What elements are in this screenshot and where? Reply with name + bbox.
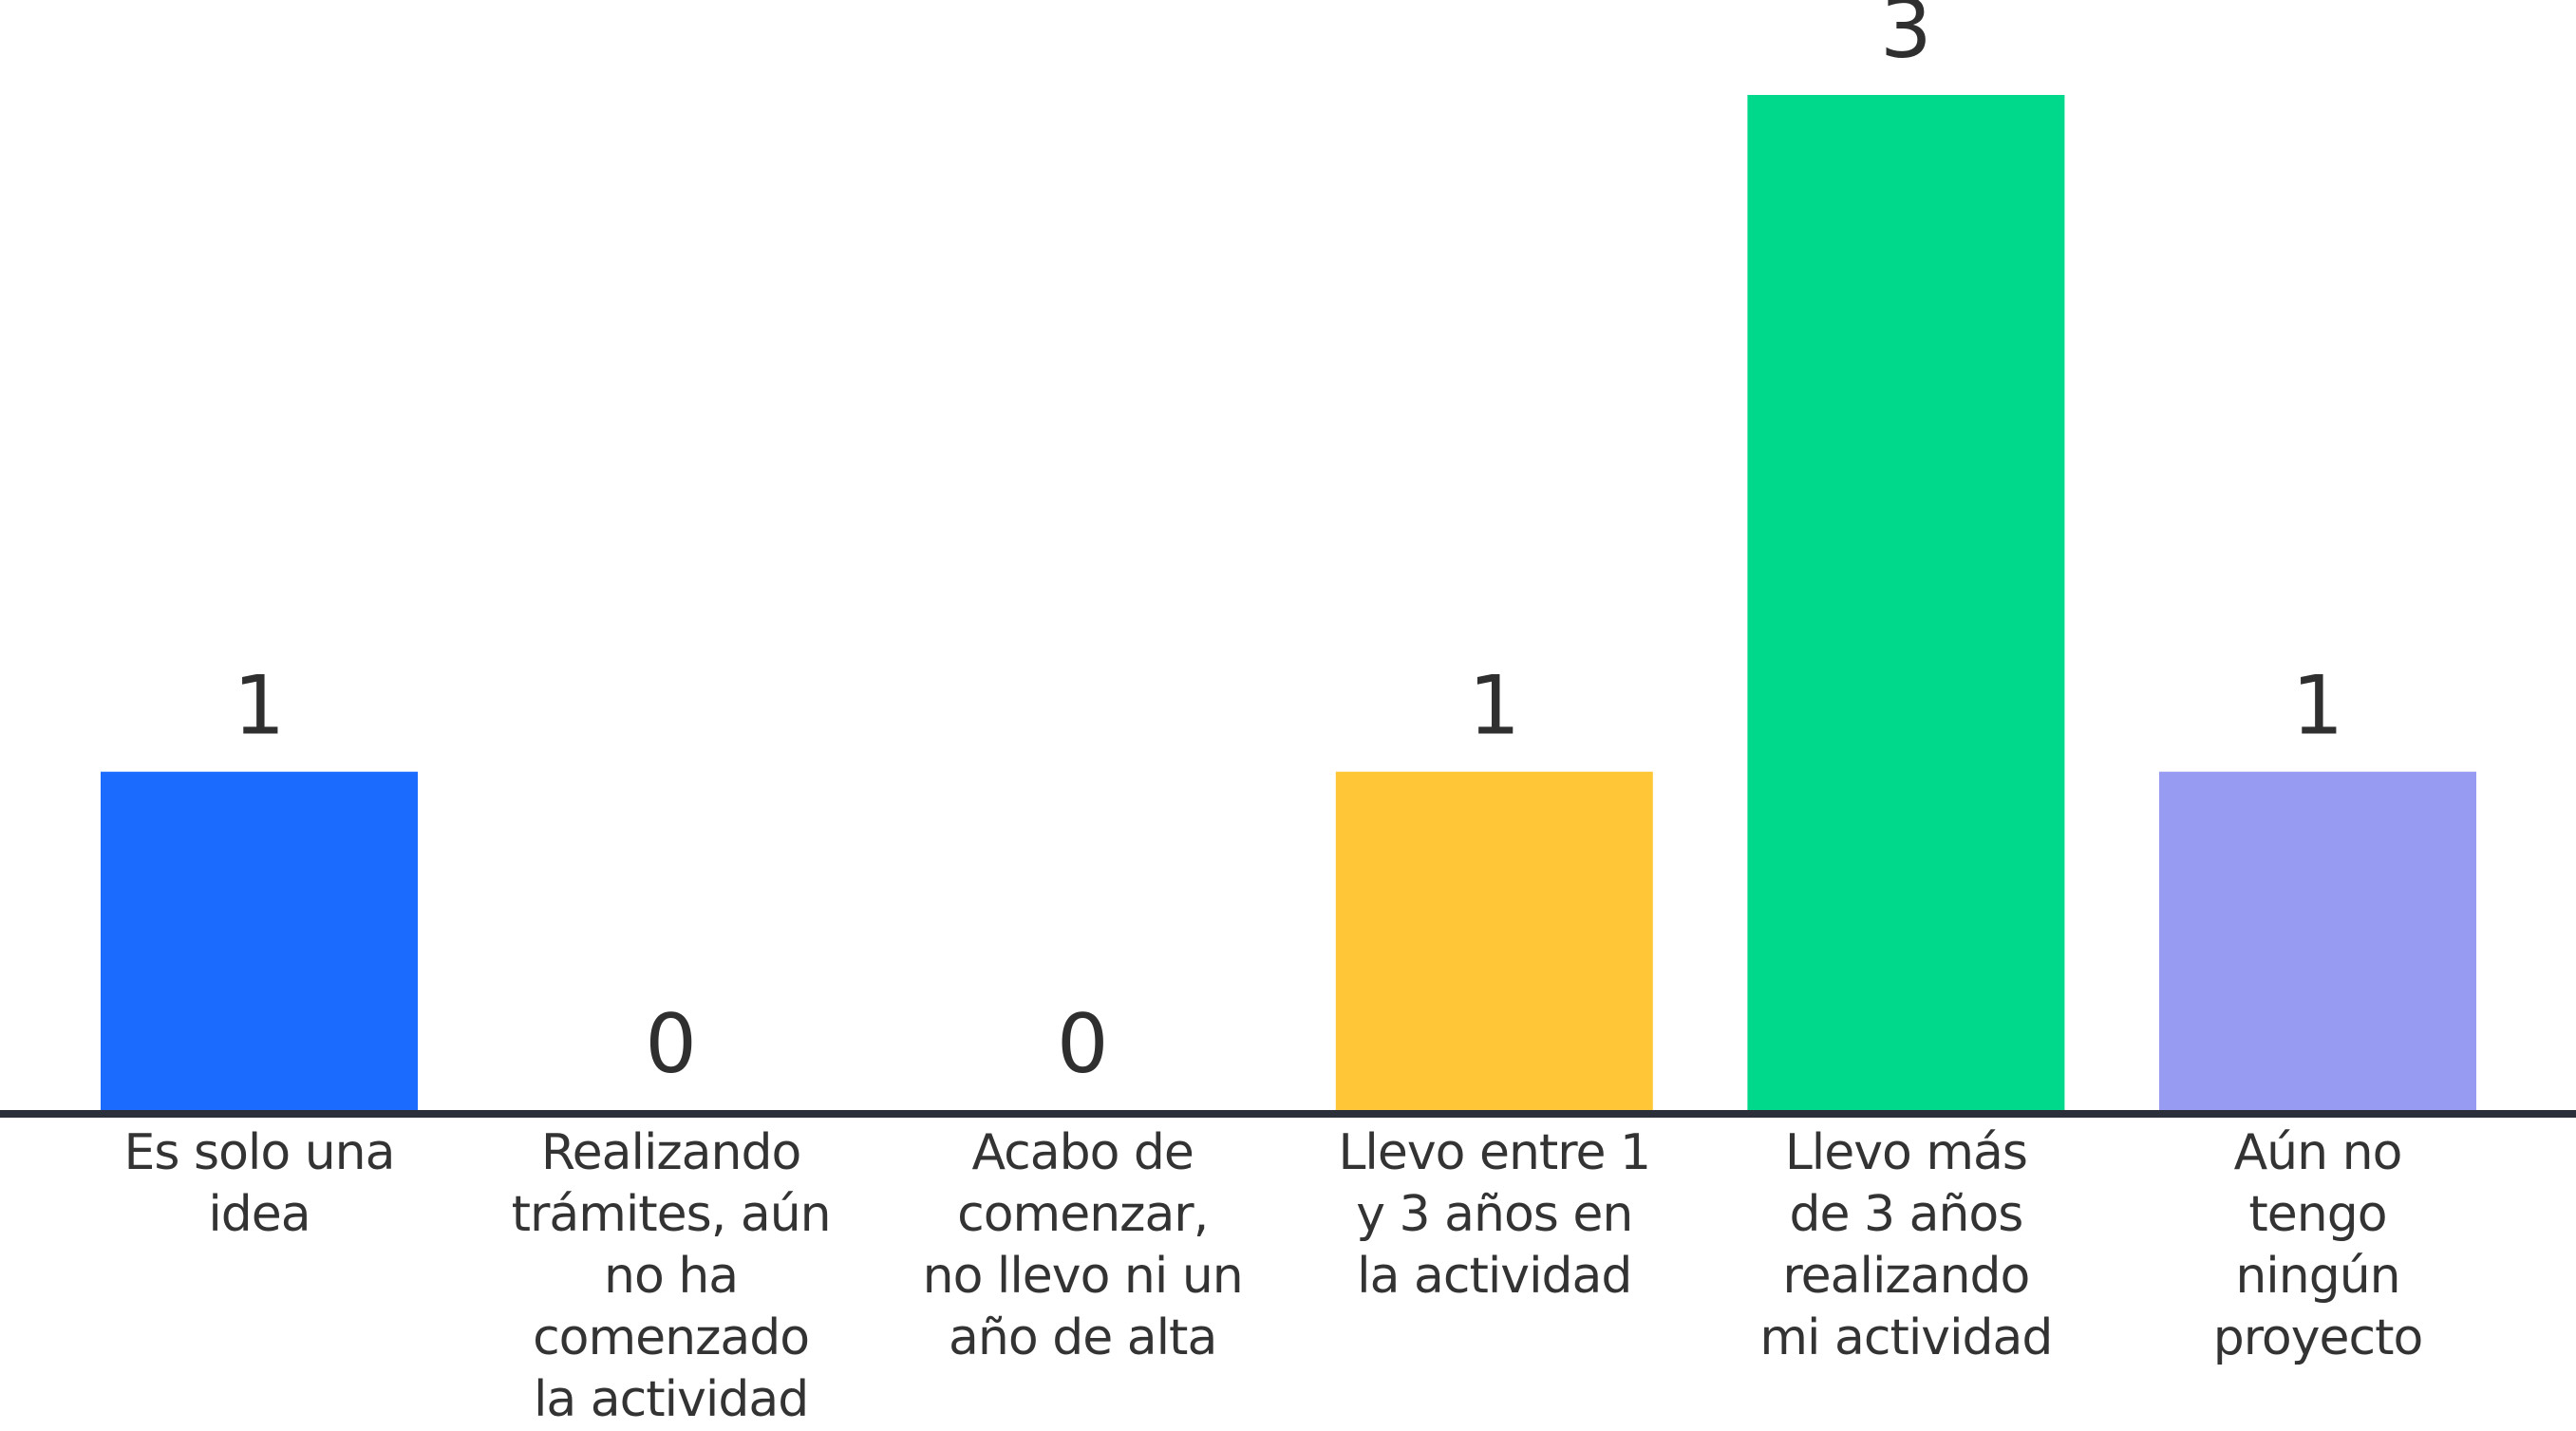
data-label-3: 1 [1468, 659, 1520, 754]
category-label-line: comenzado [533, 1309, 810, 1366]
data-label-2: 0 [1057, 997, 1109, 1092]
data-label-1: 0 [645, 997, 697, 1092]
category-label-line: Es solo una [123, 1124, 396, 1181]
category-label-line: Realizando [540, 1124, 802, 1181]
category-label-1: Realizando trámites, aún no ha comenzado la … [500, 1122, 842, 1431]
category-label-line: año de alta [949, 1309, 1217, 1366]
category-label-line: Llevo más [1784, 1124, 2028, 1181]
category-label-5: Aún no tengo ningún proyecto [2147, 1122, 2489, 1369]
data-label-0: 1 [234, 659, 286, 754]
category-label-line: Llevo entre 1 [1338, 1124, 1651, 1181]
category-label-line: ningún [2235, 1248, 2400, 1305]
category-label-line: no ha [604, 1248, 739, 1305]
category-label-2: Acabo de comenzar, no llevo ni un año de al… [912, 1122, 1253, 1369]
category-label-line: idea [208, 1186, 310, 1243]
bar-3 [1335, 771, 1653, 1110]
category-label-line: trámites, aún [511, 1186, 832, 1243]
category-label-line: Acabo de [971, 1124, 1194, 1181]
bars-layer [101, 95, 2476, 1110]
category-label-line: realizando [1782, 1248, 2030, 1305]
category-label-0: Es solo una idea [88, 1122, 430, 1246]
category-label-line: mi actividad [1759, 1309, 2053, 1366]
bar-0 [101, 771, 418, 1110]
category-label-4: Llevo más de 3 años realizando mi actividad [1735, 1122, 2077, 1369]
data-labels-layer: 1 0 0 1 3 1 [234, 0, 2344, 1092]
bar-5 [2159, 771, 2476, 1110]
category-label-line: no llevo ni un [922, 1248, 1244, 1305]
category-label-line: la actividad [533, 1371, 809, 1428]
category-label-line: Aún no [2233, 1124, 2403, 1181]
category-label-line: la actividad [1357, 1248, 1632, 1305]
category-label-line: tengo [2248, 1186, 2387, 1243]
category-label-line: comenzar, [957, 1186, 1209, 1243]
bar-4 [1747, 95, 2065, 1110]
category-label-line: de 3 años [1789, 1186, 2023, 1243]
category-label-line: proyecto [2212, 1309, 2424, 1366]
category-label-line: y 3 años en [1356, 1186, 1633, 1243]
data-label-5: 1 [2292, 659, 2344, 754]
data-label-4: 3 [1880, 0, 1932, 77]
